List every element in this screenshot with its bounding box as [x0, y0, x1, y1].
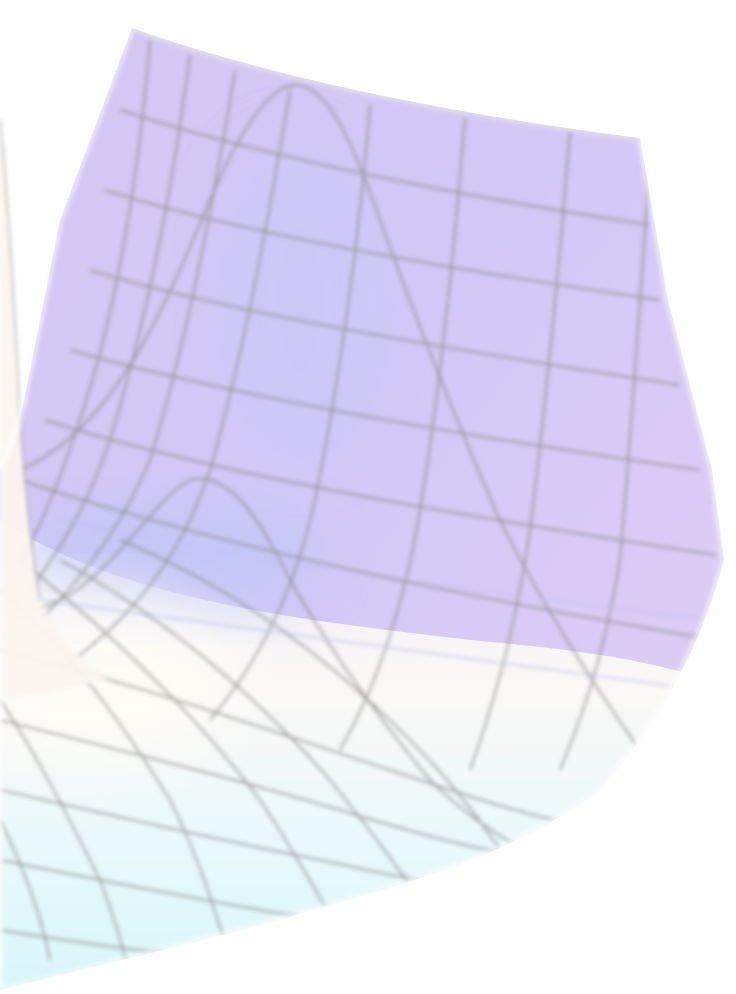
surface-left-edge: [0, 120, 110, 700]
